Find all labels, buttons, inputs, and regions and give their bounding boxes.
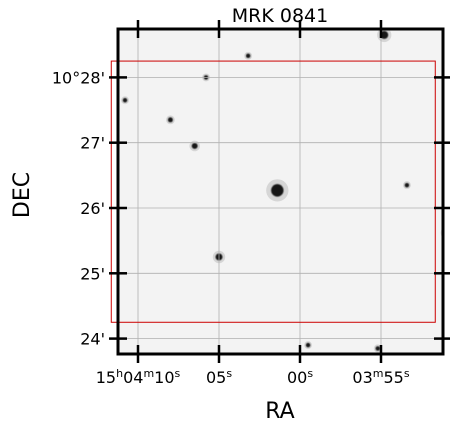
source-point <box>375 346 380 351</box>
plot-frame <box>116 27 445 356</box>
x-tick-label: 15h04m10s <box>96 367 181 388</box>
y-tick-label: 10°28' <box>52 68 105 87</box>
source-halo <box>108 26 117 35</box>
source-point <box>89 159 94 164</box>
source-point <box>245 53 251 59</box>
axis-ticks <box>109 20 450 363</box>
source-halo <box>87 157 96 166</box>
tick-labels: 15h04m10s 05s 00s 03m55s 10°28' 27' 26' 25' 24' <box>52 68 410 387</box>
source-point <box>191 143 198 149</box>
x-axis-label: RA <box>265 399 294 424</box>
y-tick-label: 24' <box>80 330 105 349</box>
y-axis-label: DEC <box>10 172 35 218</box>
x-tick-label: 03m55s <box>352 367 409 388</box>
source-point <box>110 28 115 33</box>
source-halo <box>101 51 111 61</box>
source-point <box>444 229 450 236</box>
footprint-rectangle <box>110 60 436 323</box>
source-point <box>122 98 128 103</box>
sky-image-layer <box>87 26 450 354</box>
y-tick-label: 26' <box>80 199 105 218</box>
y-tick-label: 25' <box>80 264 105 283</box>
source-point <box>404 182 410 188</box>
x-tick-label: 00s <box>287 367 313 388</box>
source-point <box>167 117 173 123</box>
source-point <box>305 342 311 348</box>
y-tick-label: 27' <box>80 134 105 153</box>
source-point <box>380 31 389 39</box>
x-tick-label: 05s <box>206 367 232 388</box>
footprint-layer <box>110 60 436 323</box>
source-point <box>271 184 284 197</box>
grid-lines <box>118 29 443 354</box>
source-point <box>103 53 108 58</box>
chart-title: MRK 0841 <box>232 5 328 27</box>
